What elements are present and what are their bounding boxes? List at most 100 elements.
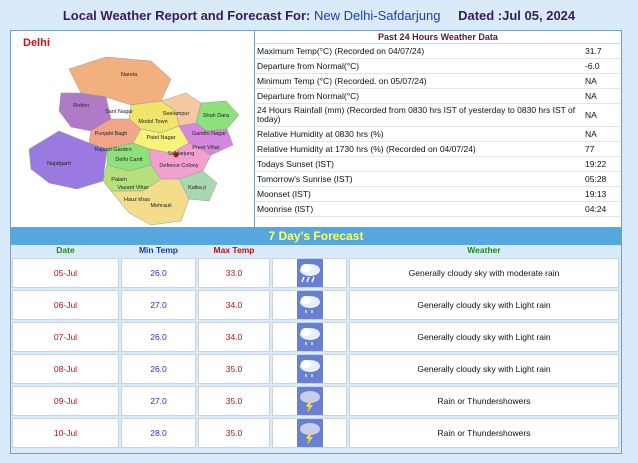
past-24h-panel: Past 24 Hours Weather Data Maximum Temp(… (255, 31, 621, 227)
forecast-row: 10-Jul 28.0 35.0 Rain or Thundershowers (11, 418, 621, 448)
thunderstorm-icon (296, 419, 323, 447)
forecast-max-temp: 35.0 (198, 386, 270, 416)
district-label[interactable]: Shah Dara (203, 113, 230, 119)
forecast-date: 06-Jul (12, 290, 119, 320)
past-24h-row: Departure from Normal(°C) -6.0 (255, 59, 621, 74)
forecast-min-temp: 27.0 (121, 386, 196, 416)
district-label[interactable]: Kalka ji (188, 185, 206, 191)
forecast-icon-cell (272, 322, 347, 352)
district-label[interactable]: Punjabi Bagh (95, 131, 128, 137)
past-24h-label: 24 Hours Rainfall (mm) (Recorded from 08… (257, 105, 576, 124)
past-24h-row: Maximum Temp(°C) (Recorded on 04/07/24) 3… (255, 44, 621, 59)
past-24h-label: Departure from Normal(°C) (257, 60, 360, 71)
forecast-row: 06-Jul 27.0 34.0 Generally cloudy sky with … (11, 290, 621, 320)
forecast-max-temp: 33.0 (198, 258, 270, 288)
title-prefix: Local Weather Report and Forecast For: (62, 8, 311, 23)
forecast-row: 08-Jul 26.0 35.0 Generally cloudy sky with … (11, 354, 621, 384)
report-title: Local Weather Report and Forecast For: N… (0, 8, 638, 23)
forecast-icon-cell (272, 418, 347, 448)
past-24h-row: Relative Humidity at 1730 hrs (%) (Recor… (255, 142, 621, 157)
forecast-weather-text: Rain or Thundershowers (349, 386, 619, 416)
forecast-min-temp: 26.0 (121, 354, 196, 384)
past-24h-row: Tomorrow's Sunrise (IST) 05:28 (255, 172, 621, 187)
forecast-icon-cell (272, 258, 347, 288)
forecast-weather-text: Generally cloudy sky with Light rain (349, 354, 619, 384)
district-label[interactable]: Model Town (138, 119, 167, 125)
delhi-district-map[interactable]: Narela Rohini Sant Nagar Model Town Seelampu… (11, 31, 255, 227)
past-24h-value: NA (585, 110, 597, 120)
past-24h-rows: Maximum Temp(°C) (Recorded on 04/07/24) 3… (255, 44, 621, 217)
past-24h-label: Departure from Normal(°C) (257, 90, 360, 101)
col-max-header: Max Temp (213, 245, 255, 255)
district-label[interactable]: Rajouri Garden (94, 147, 131, 153)
district-label[interactable]: Vasant Vihar (118, 185, 149, 191)
forecast-row: 09-Jul 27.0 35.0 Rain or Thundershowers (11, 386, 621, 416)
past-24h-value: 04:24 (585, 204, 607, 214)
past-24h-row: Departure from Normal(°C) NA (255, 89, 621, 104)
district-label[interactable]: Najafgarh (47, 161, 71, 167)
district-label[interactable]: Preet Vihar (192, 145, 220, 151)
thunderstorm-icon (296, 387, 323, 415)
district-label[interactable]: Delhi Cantt (115, 157, 143, 163)
past-24h-value: -6.0 (585, 61, 600, 71)
forecast-min-temp: 28.0 (121, 418, 196, 448)
district-label[interactable]: Seelampur (163, 111, 190, 117)
past-24h-value: NA (585, 76, 597, 86)
past-24h-value: 77 (585, 144, 595, 154)
top-panel: Narela Rohini Sant Nagar Model Town Seelampu… (10, 30, 622, 228)
past-24h-row: Minimum Temp (°C) (Recorded. on 05/07/24… (255, 74, 621, 89)
district-label[interactable]: Safdarjung (168, 151, 195, 157)
forecast-date: 08-Jul (12, 354, 119, 384)
past-24h-value: 19:13 (585, 189, 607, 199)
past-24h-label: Relative Humidity at 0830 hrs (%) (257, 128, 384, 139)
past-24h-title: Past 24 Hours Weather Data (255, 31, 621, 44)
forecast-icon-cell (272, 354, 347, 384)
col-min-header: Min Temp (138, 245, 179, 255)
col-weather-header: Weather (467, 245, 501, 255)
past-24h-label: Moonrise (IST) (257, 203, 314, 214)
forecast-date: 07-Jul (12, 322, 119, 352)
forecast-title: 7 Day's Forecast (11, 228, 621, 245)
district-label[interactable]: Sant Nagar (105, 109, 133, 115)
past-24h-value: NA (585, 129, 597, 139)
forecast-row: 05-Jul 26.0 33.0 Generally cloudy sky with … (11, 258, 621, 288)
past-24h-label: Minimum Temp (°C) (Recorded. on 05/07/24… (257, 75, 427, 86)
district-label[interactable]: Hauz khas (124, 197, 150, 203)
forecast-min-temp: 26.0 (121, 258, 196, 288)
forecast-weather-text: Generally cloudy sky with Light rain (349, 322, 619, 352)
district-label[interactable]: Gandhi Nagar (192, 131, 226, 137)
forecast-weather-text: Rain or Thundershowers (349, 418, 619, 448)
district-label[interactable]: Narela (121, 72, 138, 78)
past-24h-label: Relative Humidity at 1730 hrs (%) (Recor… (257, 143, 476, 154)
forecast-max-temp: 35.0 (198, 354, 270, 384)
district-label[interactable]: Defence Colony (159, 163, 198, 169)
forecast-min-temp: 26.0 (121, 322, 196, 352)
forecast-date: 09-Jul (12, 386, 119, 416)
district-label[interactable]: Rohini (73, 103, 89, 109)
forecast-table: 7 Day's Forecast Date Min Temp Max Temp … (10, 227, 622, 454)
map-title: Delhi (23, 37, 50, 49)
district-label[interactable]: Mehrauli (150, 203, 171, 209)
forecast-weather-text: Generally cloudy sky with moderate rain (349, 258, 619, 288)
past-24h-value: NA (585, 91, 597, 101)
forecast-row: 07-Jul 26.0 34.0 Generally cloudy sky with … (11, 322, 621, 352)
location-link[interactable]: New Delhi-Safdarjung (314, 8, 441, 23)
district-label[interactable]: Palam (111, 177, 127, 183)
past-24h-row: Relative Humidity at 0830 hrs (%) NA (255, 127, 621, 142)
past-24h-value: 05:28 (585, 174, 607, 184)
report-date: Dated :Jul 05, 2024 (458, 8, 576, 23)
past-24h-row: Moonset (IST) 19:13 (255, 187, 621, 202)
light-rain-cloud-icon (296, 291, 323, 319)
forecast-weather-text: Generally cloudy sky with Light rain (349, 290, 619, 320)
district-label[interactable]: Patel Nagar (146, 135, 175, 141)
past-24h-label: Todays Sunset (IST) (257, 158, 335, 169)
map-svg: Narela Rohini Sant Nagar Model Town Seelampu… (28, 56, 240, 226)
past-24h-label: Moonset (IST) (257, 188, 311, 199)
past-24h-row: Moonrise (IST) 04:24 (255, 202, 621, 217)
past-24h-value: 31.7 (585, 46, 602, 56)
light-rain-cloud-icon (296, 323, 323, 351)
forecast-max-temp: 35.0 (198, 418, 270, 448)
past-24h-label: Maximum Temp(°C) (Recorded on 04/07/24) (257, 45, 425, 56)
forecast-icon-cell (272, 386, 347, 416)
col-date-header: Date (56, 245, 75, 255)
